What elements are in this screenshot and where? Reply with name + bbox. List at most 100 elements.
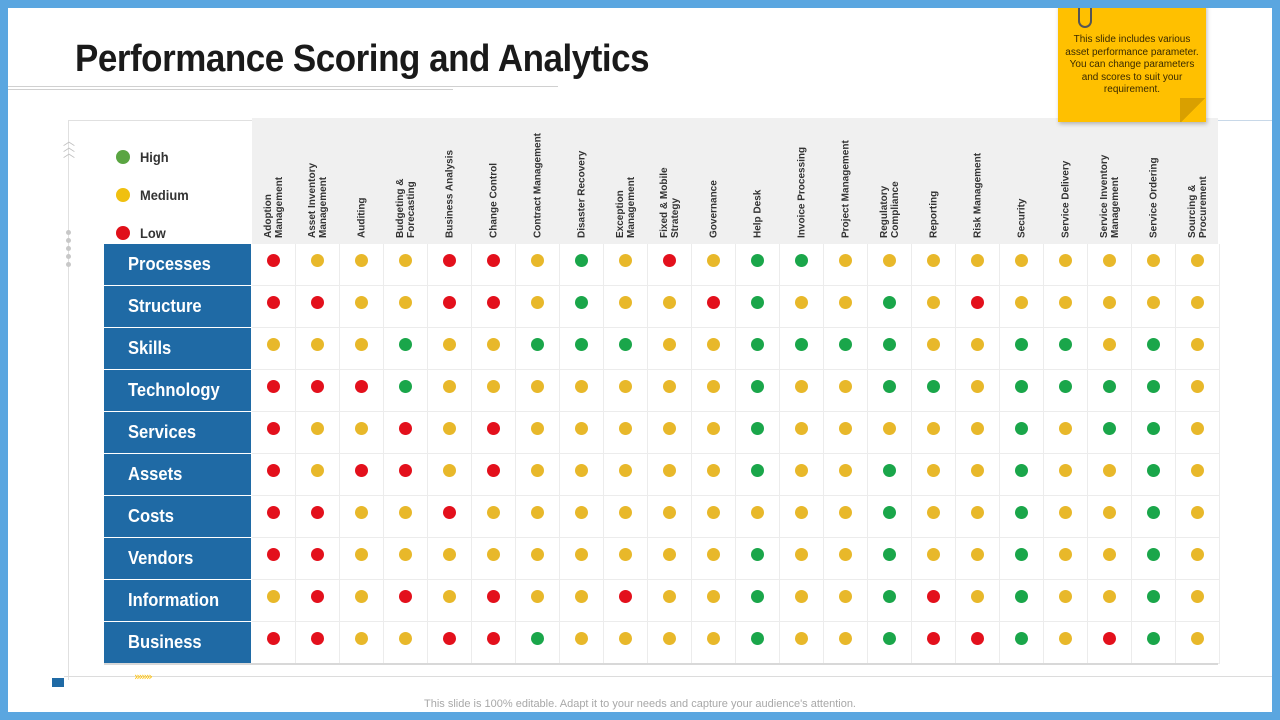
column-header-label: Budgeting & Forecasting [395, 178, 417, 238]
score-dot-high [1147, 463, 1160, 477]
footer-line [64, 676, 1272, 677]
score-cell [956, 286, 1000, 328]
score-dot-low [267, 631, 280, 645]
score-cell [560, 286, 604, 328]
score-dot-high [883, 295, 896, 309]
legend-dot [116, 150, 130, 164]
decor-vertical-line [68, 120, 69, 680]
score-dot-medium [487, 547, 500, 561]
score-cell [340, 496, 384, 538]
footer-text: This slide is 100% editable. Adapt it to… [424, 698, 856, 710]
score-cell [1088, 454, 1132, 496]
title-underline-secondary [8, 89, 453, 90]
column-header: Regulatory Compliance [868, 120, 912, 242]
score-dot-medium [619, 421, 632, 435]
column-header: Reporting [912, 120, 956, 242]
score-dot-medium [267, 337, 280, 351]
score-cell [1044, 412, 1088, 454]
column-header-label: Fixed & Mobile Strategy [659, 167, 681, 238]
score-cell [384, 622, 428, 664]
score-dot-medium [1191, 295, 1204, 309]
score-cell [1132, 538, 1176, 580]
column-header-label: Help Desk [752, 189, 764, 238]
score-cell [692, 412, 736, 454]
score-dot-medium [1191, 379, 1204, 393]
score-dot-medium [663, 631, 676, 645]
score-dot-low [443, 295, 456, 309]
score-dot-medium [355, 421, 368, 435]
score-cell [1132, 622, 1176, 664]
score-dot-low [267, 379, 280, 393]
score-cell [1132, 496, 1176, 538]
score-cell [296, 412, 340, 454]
score-cell [472, 244, 516, 286]
score-cell [912, 328, 956, 370]
legend-dot [116, 226, 130, 240]
score-dot-medium [355, 295, 368, 309]
score-dot-medium [619, 547, 632, 561]
column-header-label: Reporting [928, 190, 940, 238]
dots-decoration [66, 230, 71, 270]
score-cell [1044, 370, 1088, 412]
score-cell [472, 496, 516, 538]
column-header: Budgeting & Forecasting [384, 120, 428, 242]
score-dot-medium [927, 421, 940, 435]
column-header: Risk Management [956, 120, 1000, 242]
score-cell [956, 412, 1000, 454]
column-header-label: Exception Management [615, 176, 637, 238]
score-cell [736, 454, 780, 496]
score-dot-medium [1191, 337, 1204, 351]
score-cell [824, 244, 868, 286]
score-dot-low [619, 589, 632, 603]
score-dot-high [619, 337, 632, 351]
score-cell [1088, 370, 1132, 412]
score-dot-high [1059, 379, 1072, 393]
score-dot-low [311, 505, 324, 519]
score-dot-medium [707, 631, 720, 645]
paperclip-icon [1078, 8, 1092, 28]
score-cell [736, 412, 780, 454]
score-dot-medium [971, 589, 984, 603]
score-dot-high [1103, 379, 1116, 393]
score-cell [340, 412, 384, 454]
score-dot-medium [1015, 253, 1028, 267]
score-cell [648, 538, 692, 580]
score-dot-medium [487, 337, 500, 351]
score-cell [824, 622, 868, 664]
sticky-note: This slide includes various asset perfor… [1058, 8, 1206, 122]
score-cell [1088, 538, 1132, 580]
score-dot-high [883, 589, 896, 603]
score-dot-low [311, 589, 324, 603]
score-dot-medium [267, 589, 280, 603]
score-cell [1000, 244, 1044, 286]
column-header: Disaster Recovery [560, 120, 604, 242]
chevron-up-icon: ︿ ︿ ︿ [63, 134, 76, 160]
score-dot-low [267, 463, 280, 477]
score-dot-low [971, 631, 984, 645]
score-cell [296, 580, 340, 622]
score-cell [1000, 370, 1044, 412]
score-cell [1088, 412, 1132, 454]
score-cell [252, 412, 296, 454]
column-header-label: Security [1016, 198, 1028, 238]
score-dot-medium [883, 421, 896, 435]
score-cell [1088, 496, 1132, 538]
column-header-label: Project Management [840, 140, 852, 238]
score-cell [472, 454, 516, 496]
row-label-text: Assets [128, 464, 183, 484]
score-dot-high [531, 337, 544, 351]
legend-label: High [140, 149, 169, 165]
score-cell [428, 622, 472, 664]
score-cell [780, 286, 824, 328]
column-header: Adoption Management [252, 120, 296, 242]
score-dot-medium [311, 253, 324, 267]
score-cell [428, 412, 472, 454]
score-cell [1132, 370, 1176, 412]
score-cell [692, 370, 736, 412]
score-cell [868, 244, 912, 286]
score-cell [604, 496, 648, 538]
score-cell [296, 496, 340, 538]
score-dot-medium [619, 631, 632, 645]
score-cell [780, 580, 824, 622]
score-cell [868, 412, 912, 454]
